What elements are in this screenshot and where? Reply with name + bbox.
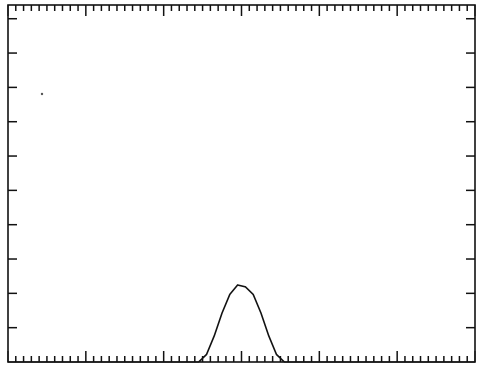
plot-frame: [7, 4, 476, 363]
axis-ticks: [7, 5, 476, 362]
data-series-line: [8, 284, 475, 363]
scan-speck: [40, 92, 44, 96]
